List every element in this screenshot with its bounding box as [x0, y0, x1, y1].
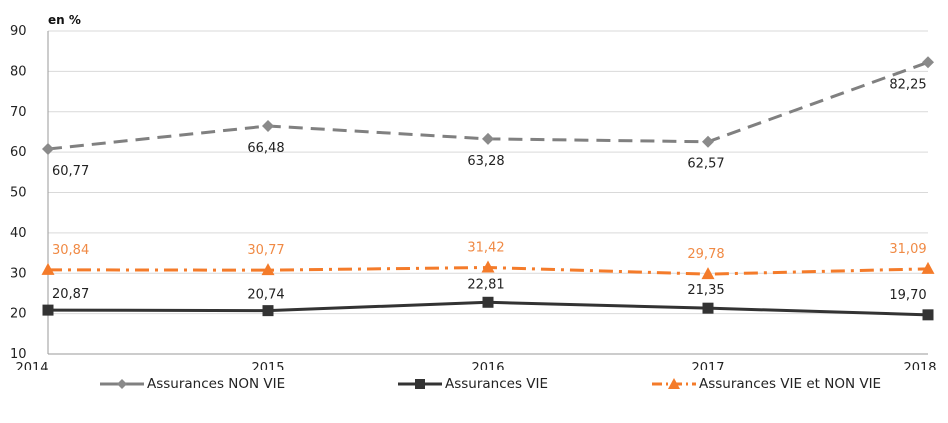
data-label: 31,09 [889, 242, 926, 257]
square-marker [263, 305, 274, 316]
legend-swatch-vie [398, 377, 442, 391]
data-label: 30,84 [52, 243, 89, 258]
legend-swatch-vie-non-vie [652, 377, 696, 391]
legend-item-vie: Assurances VIE [398, 376, 548, 392]
diamond-marker [922, 56, 934, 68]
data-label: 29,78 [687, 247, 724, 262]
square-marker [483, 297, 494, 308]
legend-item-vie-non-vie: Assurances VIE et NON VIE [652, 376, 881, 392]
square-marker [703, 303, 714, 314]
diamond-marker [482, 133, 494, 145]
data-label: 31,42 [467, 241, 504, 256]
y-tick-label: 40 [10, 226, 27, 241]
y-tick-label: 80 [10, 64, 27, 79]
diamond-marker [702, 136, 714, 148]
y-tick-label: 10 [10, 347, 27, 362]
data-label: 60,77 [52, 164, 89, 179]
data-label: 20,87 [52, 287, 89, 302]
data-label: 19,70 [889, 288, 926, 303]
x-tick-label: 2016 [471, 361, 504, 370]
legend-swatch-non-vie [100, 377, 144, 391]
data-label: 62,57 [687, 157, 724, 172]
y-tick-label: 90 [10, 24, 27, 39]
legend-label-vie: Assurances VIE [445, 376, 548, 392]
data-label: 20,74 [247, 288, 284, 303]
data-label: 63,28 [467, 154, 504, 169]
data-label: 22,81 [467, 277, 504, 292]
legend-label-vie-non-vie: Assurances VIE et NON VIE [699, 376, 881, 392]
square-marker [923, 309, 934, 320]
data-label: 21,35 [687, 283, 724, 298]
y-axis-ticks: 10 20 30 40 50 60 70 80 90 [10, 24, 27, 362]
y-tick-label: 20 [10, 307, 27, 322]
x-tick-label: 2014 [15, 361, 48, 370]
y-tick-label: 70 [10, 105, 27, 120]
diamond-marker [42, 143, 54, 155]
y-tick-label: 30 [10, 266, 27, 281]
diamond-marker [262, 120, 274, 132]
x-tick-label: 2015 [251, 361, 284, 370]
y-tick-label: 60 [10, 145, 27, 160]
data-label: 66,48 [247, 141, 284, 156]
x-tick-label: 2017 [691, 361, 724, 370]
legend-item-non-vie: Assurances NON VIE [100, 376, 285, 392]
unit-label: en % [48, 13, 81, 27]
x-tick-label: 2018 [903, 361, 936, 370]
y-tick-label: 50 [10, 186, 27, 201]
data-label: 82,25 [889, 77, 926, 92]
square-marker [43, 305, 54, 316]
legend: Assurances NON VIE Assurances VIE Assura… [0, 376, 948, 406]
legend-label-non-vie: Assurances NON VIE [147, 376, 285, 392]
data-label: 30,77 [247, 243, 284, 258]
x-axis-ticks: 2014 2015 2016 2017 2018 [15, 361, 936, 370]
